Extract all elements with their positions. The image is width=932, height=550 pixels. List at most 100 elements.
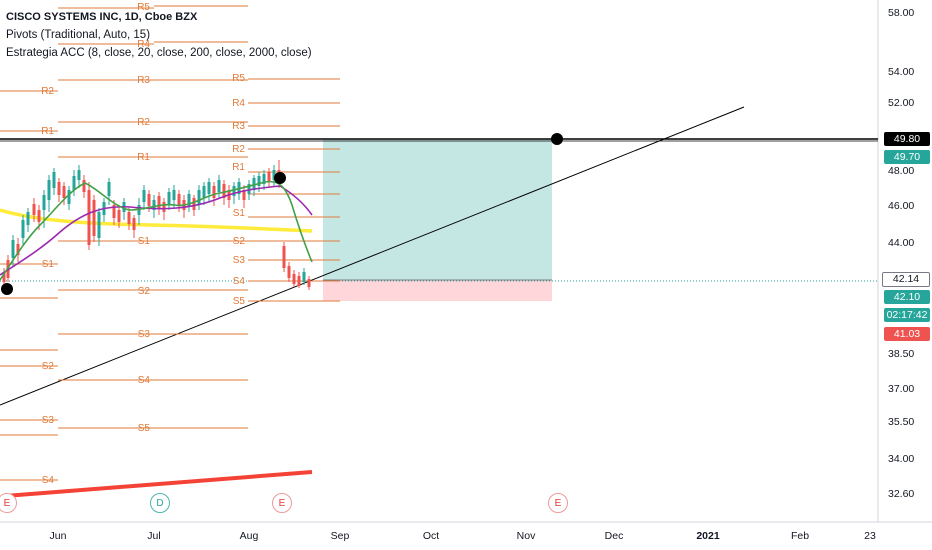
- stop-zone[interactable]: [323, 280, 552, 301]
- ma-slow-line[interactable]: [0, 208, 313, 233]
- candle-up[interactable]: [252, 178, 256, 190]
- candle-down[interactable]: [87, 190, 91, 245]
- candle-down[interactable]: [162, 202, 166, 212]
- take-profit-price-label: 49.70: [884, 150, 930, 164]
- candle-up[interactable]: [11, 240, 15, 258]
- price-tick: 44.00: [888, 237, 915, 249]
- candle-up[interactable]: [272, 170, 276, 180]
- price-tick: 38.50: [888, 348, 915, 360]
- candle-up[interactable]: [47, 180, 51, 200]
- signal-marker[interactable]: [1, 283, 13, 295]
- candle-down[interactable]: [62, 186, 66, 198]
- candle-down[interactable]: [212, 186, 216, 198]
- candle-down[interactable]: [92, 200, 96, 236]
- candle-up[interactable]: [187, 194, 191, 206]
- candle-down[interactable]: [82, 180, 86, 192]
- candle-down[interactable]: [57, 182, 61, 195]
- candle-down[interactable]: [292, 274, 296, 284]
- price-tick: 48.00: [888, 165, 915, 177]
- candle-up[interactable]: [257, 176, 261, 186]
- candle-up[interactable]: [302, 272, 306, 282]
- pivot-label-r4: R4: [232, 98, 245, 109]
- earnings-event-icon[interactable]: E: [0, 493, 17, 513]
- pivot-label-s3: S3: [233, 255, 246, 266]
- price-tick: 34.00: [888, 453, 915, 465]
- target-zone[interactable]: [323, 139, 552, 280]
- candle-up[interactable]: [152, 200, 156, 210]
- pivot-label-r4: R4: [137, 39, 150, 50]
- candle-down[interactable]: [147, 194, 151, 206]
- pivot-label-s1: S1: [138, 236, 151, 247]
- candle-up[interactable]: [262, 174, 266, 184]
- candle-up[interactable]: [97, 212, 101, 238]
- price-tick: 52.00: [888, 97, 915, 109]
- candle-up[interactable]: [142, 190, 146, 202]
- candle-up[interactable]: [197, 190, 201, 204]
- last-price-label: 42.14: [882, 272, 930, 287]
- candle-up[interactable]: [172, 190, 176, 200]
- symbol-title[interactable]: CISCO SYSTEMS INC, 1D, Cboe BZX: [6, 11, 198, 23]
- candle-up[interactable]: [202, 186, 206, 198]
- chart-legend: CISCO SYSTEMS INC, 1D, Cboe BZX Pivots (…: [6, 8, 312, 62]
- time-tick: Aug: [239, 530, 259, 542]
- earnings-event-icon[interactable]: E: [548, 493, 568, 513]
- pivot-levels: [0, 5, 340, 481]
- candle-down[interactable]: [177, 194, 181, 206]
- candle-down[interactable]: [32, 204, 36, 215]
- signal-marker[interactable]: [274, 172, 286, 184]
- candle-down[interactable]: [37, 210, 41, 222]
- time-tick: Dec: [604, 530, 624, 542]
- candle-up[interactable]: [207, 182, 211, 194]
- candle-down[interactable]: [117, 210, 121, 222]
- pivot-label-r2: R2: [137, 117, 150, 128]
- candle-down[interactable]: [132, 218, 136, 230]
- price-tick: 54.00: [888, 66, 915, 78]
- resistance-price-label: 49.80: [884, 132, 930, 146]
- candle-up[interactable]: [72, 176, 76, 190]
- candle-up[interactable]: [21, 220, 25, 238]
- pivot-label-s5: S5: [138, 423, 151, 434]
- price-tick: 58.00: [888, 7, 915, 19]
- candle-down[interactable]: [192, 198, 196, 210]
- trend-line[interactable]: [0, 106, 745, 406]
- pivot-label-r1: R1: [232, 162, 245, 173]
- ma-mid-line[interactable]: [0, 185, 313, 276]
- ma-long-line[interactable]: [4, 470, 313, 498]
- pivot-label-r3: R3: [137, 75, 150, 86]
- candle-down[interactable]: [112, 205, 116, 218]
- candle-down[interactable]: [157, 196, 161, 208]
- pivot-label-s1: S1: [42, 259, 55, 270]
- candle-up[interactable]: [77, 170, 81, 180]
- candle-down[interactable]: [2, 272, 6, 282]
- time-tick: Nov: [516, 530, 536, 542]
- pivot-label-s2: S2: [138, 286, 151, 297]
- ma-fast-line[interactable]: [0, 180, 313, 281]
- candle-down[interactable]: [297, 276, 301, 286]
- candle-down[interactable]: [307, 279, 311, 287]
- candle-up[interactable]: [67, 190, 71, 204]
- candle-up[interactable]: [167, 192, 171, 204]
- candle-down[interactable]: [127, 212, 131, 224]
- candle-down[interactable]: [16, 244, 20, 255]
- candle-down[interactable]: [222, 184, 226, 198]
- time-tick: 2021: [696, 530, 720, 542]
- candle-up[interactable]: [26, 212, 30, 225]
- pivot-label-s4: S4: [233, 276, 246, 287]
- candle-down[interactable]: [287, 266, 291, 278]
- target-marker[interactable]: [551, 133, 563, 145]
- candle-up[interactable]: [42, 195, 46, 210]
- strategy-indicator-label[interactable]: Estrategia ACC (8, close, 20, close, 200…: [6, 47, 312, 59]
- candle-down[interactable]: [242, 190, 246, 200]
- candle-up[interactable]: [232, 186, 236, 196]
- candle-up[interactable]: [247, 184, 251, 194]
- pivot-label-r5: R5: [137, 2, 150, 13]
- earnings-event-icon[interactable]: E: [272, 493, 292, 513]
- candle-up[interactable]: [52, 172, 56, 188]
- candle-up[interactable]: [107, 182, 111, 196]
- dividend-event-icon[interactable]: D: [150, 493, 170, 513]
- candle-down[interactable]: [282, 246, 286, 268]
- candle-up[interactable]: [217, 180, 221, 192]
- candle-down[interactable]: [267, 172, 271, 182]
- pivots-indicator-label[interactable]: Pivots (Traditional, Auto, 15): [6, 29, 151, 41]
